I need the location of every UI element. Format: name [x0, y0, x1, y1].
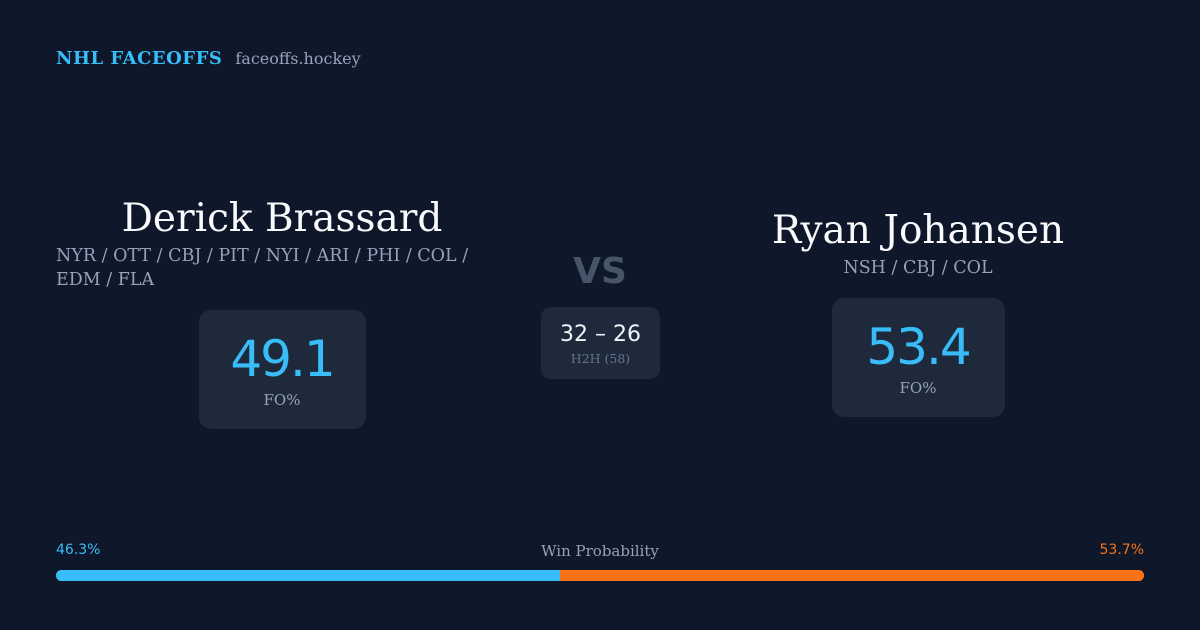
win-probability-right-label: 53.7%	[1099, 542, 1144, 558]
win-probability: 46.3% Win Probability 53.7%	[56, 542, 1144, 581]
player-left-fo-card: 49.1 FO%	[198, 310, 366, 429]
h2h-score: 32 – 26	[560, 321, 641, 347]
player-right-name: Ryan Johansen	[771, 208, 1065, 253]
h2h-card: 32 – 26 H2H (58)	[541, 307, 660, 379]
player-right-teams: NSH / CBJ / COL	[843, 258, 993, 278]
player-right-fo-value: 53.4	[866, 317, 971, 376]
brand-header: NHL FACEOFFS faceoffs.hockey	[56, 48, 361, 69]
win-probability-labels: 46.3% Win Probability 53.7%	[56, 542, 1144, 564]
win-probability-title: Win Probability	[541, 542, 659, 560]
brand-url: faceoffs.hockey	[235, 49, 361, 68]
brand-name: NHL FACEOFFS	[56, 48, 223, 69]
player-right-fo-label: FO%	[899, 378, 937, 397]
win-probability-bar	[56, 570, 1144, 581]
win-probability-left-label: 46.3%	[56, 542, 101, 558]
player-left-teams: NYR / OTT / CBJ / PIT / NYI / ARI / PHI …	[56, 246, 469, 290]
versus-label: VS	[573, 251, 627, 292]
player-right: Ryan Johansen NSH / CBJ / COL 53.4 FO%	[698, 208, 1138, 417]
player-right-fo-card: 53.4 FO%	[831, 298, 1005, 417]
win-probability-left-fill	[56, 570, 560, 581]
player-left-name: Derick Brassard	[121, 196, 443, 241]
player-left-fo-value: 49.1	[230, 329, 335, 388]
player-left-fo-label: FO%	[263, 390, 301, 409]
win-probability-right-fill	[559, 570, 1144, 581]
player-left: Derick Brassard NYR / OTT / CBJ / PIT / …	[56, 196, 508, 429]
h2h-label: H2H (58)	[570, 350, 631, 366]
